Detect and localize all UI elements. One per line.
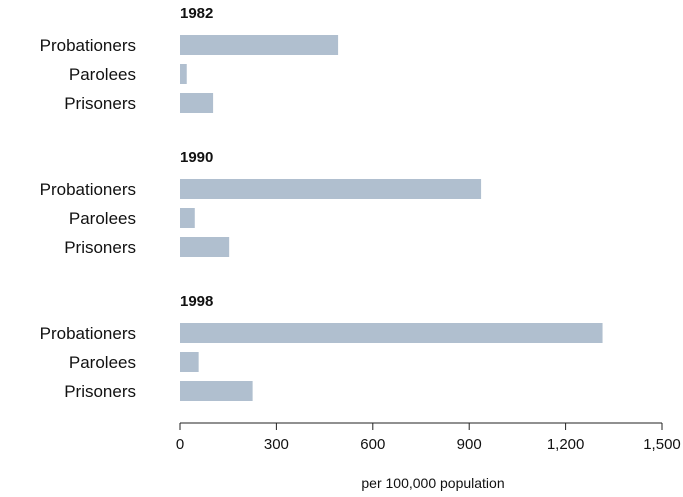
group-title-1998: 1998 [180, 293, 213, 310]
bar-parolees-1982 [180, 64, 187, 84]
category-label-parolees-1990: Parolees [69, 209, 136, 228]
x-tick-label-1200: 1,200 [547, 436, 585, 453]
group-title-1982: 1982 [180, 5, 213, 22]
bar-probationers-1998 [180, 323, 603, 343]
x-tick-label-1500: 1,500 [643, 436, 681, 453]
bar-prisoners-1990 [180, 237, 230, 257]
category-label-prisoners-1990: Prisoners [64, 238, 136, 257]
group-title-1990: 1990 [180, 149, 213, 166]
bar-parolees-1998 [180, 352, 199, 372]
bar-prisoners-1998 [180, 381, 253, 401]
category-label-probationers-1982: Probationers [40, 36, 136, 55]
category-label-parolees-1998: Parolees [69, 353, 136, 372]
category-label-probationers-1990: Probationers [40, 180, 136, 199]
category-label-parolees-1982: Parolees [69, 65, 136, 84]
bar-probationers-1982 [180, 35, 339, 55]
x-axis-title: per 100,000 population [361, 475, 504, 491]
category-label-prisoners-1998: Prisoners [64, 382, 136, 401]
x-tick-label-900: 900 [457, 436, 482, 453]
x-tick-label-600: 600 [360, 436, 385, 453]
bar-prisoners-1982 [180, 93, 214, 113]
category-label-probationers-1998: Probationers [40, 324, 136, 343]
category-label-prisoners-1982: Prisoners [64, 94, 136, 113]
bar-parolees-1990 [180, 208, 195, 228]
x-tick-label-300: 300 [264, 436, 289, 453]
bar-probationers-1990 [180, 179, 482, 199]
x-tick-label-0: 0 [176, 436, 184, 453]
